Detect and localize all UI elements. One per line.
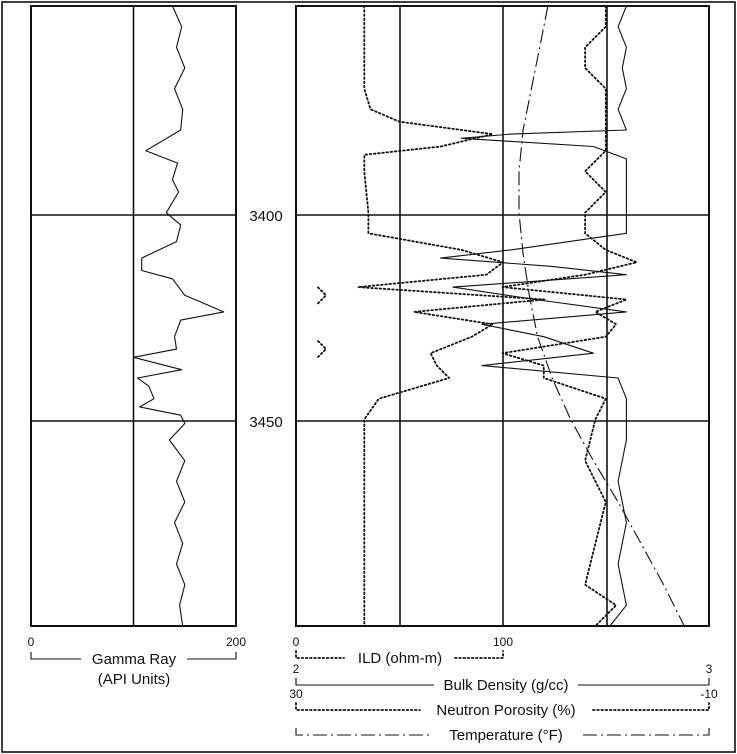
ild-label: ILD (ohm-m) bbox=[358, 650, 442, 667]
track-2 bbox=[295, 5, 710, 627]
depth-label-3400: 3400 bbox=[249, 208, 282, 225]
temperature-scale-bar-left bbox=[295, 728, 430, 736]
neutron-porosity-scale: 30 -10 Neutron Porosity (%) bbox=[289, 687, 718, 719]
ild-scale-min: 0 bbox=[293, 635, 300, 649]
ild-curve bbox=[357, 5, 546, 627]
bulk-density-scale-bar-right bbox=[578, 678, 710, 686]
caret-annotation bbox=[317, 286, 327, 305]
gamma-ray-scale-bar-left bbox=[30, 652, 81, 660]
gamma-ray-scale-max: 200 bbox=[226, 635, 246, 649]
depth-label-3450: 3450 bbox=[249, 414, 282, 431]
gamma-ray-label: Gamma Ray bbox=[92, 651, 177, 668]
gamma-ray-scale-bar-right bbox=[187, 652, 237, 660]
gamma-ray-units: (API Units) bbox=[98, 671, 171, 688]
bulk-density-scale: 2 3 Bulk Density (g/cc) bbox=[293, 662, 713, 694]
temperature-curve bbox=[518, 5, 685, 627]
temperature-scale: Temperature (°F) bbox=[295, 727, 710, 744]
neutron-porosity-label: Neutron Porosity (%) bbox=[436, 702, 575, 719]
gamma-ray-curve bbox=[132, 5, 225, 627]
bulk-density-scale-bar-left bbox=[295, 678, 434, 686]
neutron-porosity-scale-max: -10 bbox=[700, 687, 718, 701]
caret-annotation bbox=[317, 340, 327, 358]
neutron-porosity-curve bbox=[501, 5, 638, 627]
ild-scale-max: 100 bbox=[493, 635, 513, 649]
track-1 bbox=[30, 5, 237, 627]
bulk-density-curve bbox=[440, 5, 627, 627]
gamma-ray-scale-min: 0 bbox=[28, 635, 35, 649]
temperature-label: Temperature (°F) bbox=[449, 727, 563, 744]
ild-scale-bar-right bbox=[454, 650, 504, 659]
bulk-density-label: Bulk Density (g/cc) bbox=[443, 677, 568, 694]
ild-scale: 0 100 ILD (ohm-m) bbox=[293, 635, 514, 667]
bulk-density-scale-min: 2 bbox=[293, 662, 300, 676]
ild-scale-bar-left bbox=[295, 650, 345, 659]
neutron-porosity-scale-bar-left bbox=[295, 702, 421, 711]
bulk-density-scale-max: 3 bbox=[706, 662, 713, 676]
temperature-scale-bar-right bbox=[583, 728, 710, 736]
neutron-porosity-scale-bar-right bbox=[592, 702, 710, 711]
neutron-porosity-scale-min: 30 bbox=[289, 687, 303, 701]
gamma-ray-scale: 0 200 Gamma Ray (API Units) bbox=[28, 635, 247, 688]
